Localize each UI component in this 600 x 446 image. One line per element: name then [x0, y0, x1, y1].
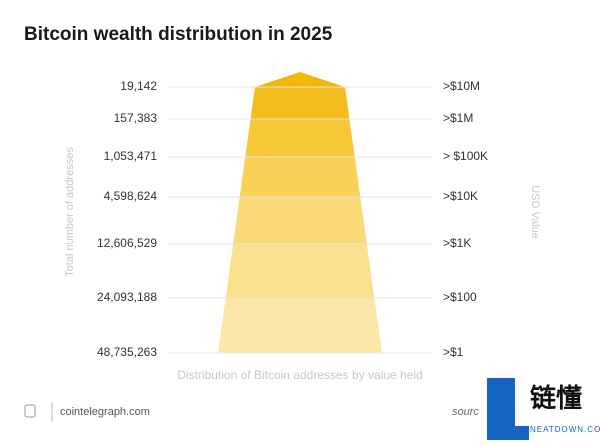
logo	[24, 402, 53, 422]
watermark-brand: 链懂	[530, 383, 582, 413]
pyramid-band	[250, 87, 350, 119]
address-count-label: 12,606,529	[97, 236, 157, 250]
value-tier-label: >$1K	[443, 236, 471, 250]
address-count-label: 19,142	[120, 79, 157, 93]
value-tier-label: >$10K	[443, 189, 478, 203]
pyramid-band	[245, 119, 355, 157]
pyramid-band	[233, 197, 367, 244]
y2-axis-label: USD Value	[529, 185, 541, 239]
pyramid	[218, 72, 382, 353]
address-count-label: 48,735,263	[97, 345, 157, 359]
value-tier-label: >$1M	[443, 111, 473, 125]
address-count-label: 1,053,471	[104, 149, 158, 163]
address-count-label: 4,598,624	[104, 189, 158, 203]
pyramid-band	[225, 244, 375, 298]
address-count-label: 24,093,188	[97, 290, 157, 304]
pyramid-band	[218, 298, 382, 353]
value-tier-label: >$1	[443, 345, 464, 359]
chart-title: Bitcoin wealth distribution in 2025	[24, 24, 333, 45]
pyramid-band	[255, 72, 345, 87]
watermark-logo-base	[487, 426, 529, 440]
footer-note: sourc	[452, 406, 479, 418]
watermark-site: NEATDOWN.COM	[530, 425, 600, 434]
pyramid-band	[239, 157, 361, 197]
value-tier-label: >$10M	[443, 79, 480, 93]
y-axis-label: Total number of addresses	[64, 147, 76, 277]
logo-icon	[24, 404, 36, 418]
footer-source: cointelegraph.com	[60, 406, 150, 418]
x-axis-label: Distribution of Bitcoin addresses by val…	[177, 368, 422, 382]
value-tier-label: >$100	[443, 290, 477, 304]
watermark: 链懂 NEATDOWN.COM	[487, 378, 600, 440]
address-count-label: 157,383	[114, 111, 158, 125]
value-tier-label: > $100K	[443, 149, 488, 163]
